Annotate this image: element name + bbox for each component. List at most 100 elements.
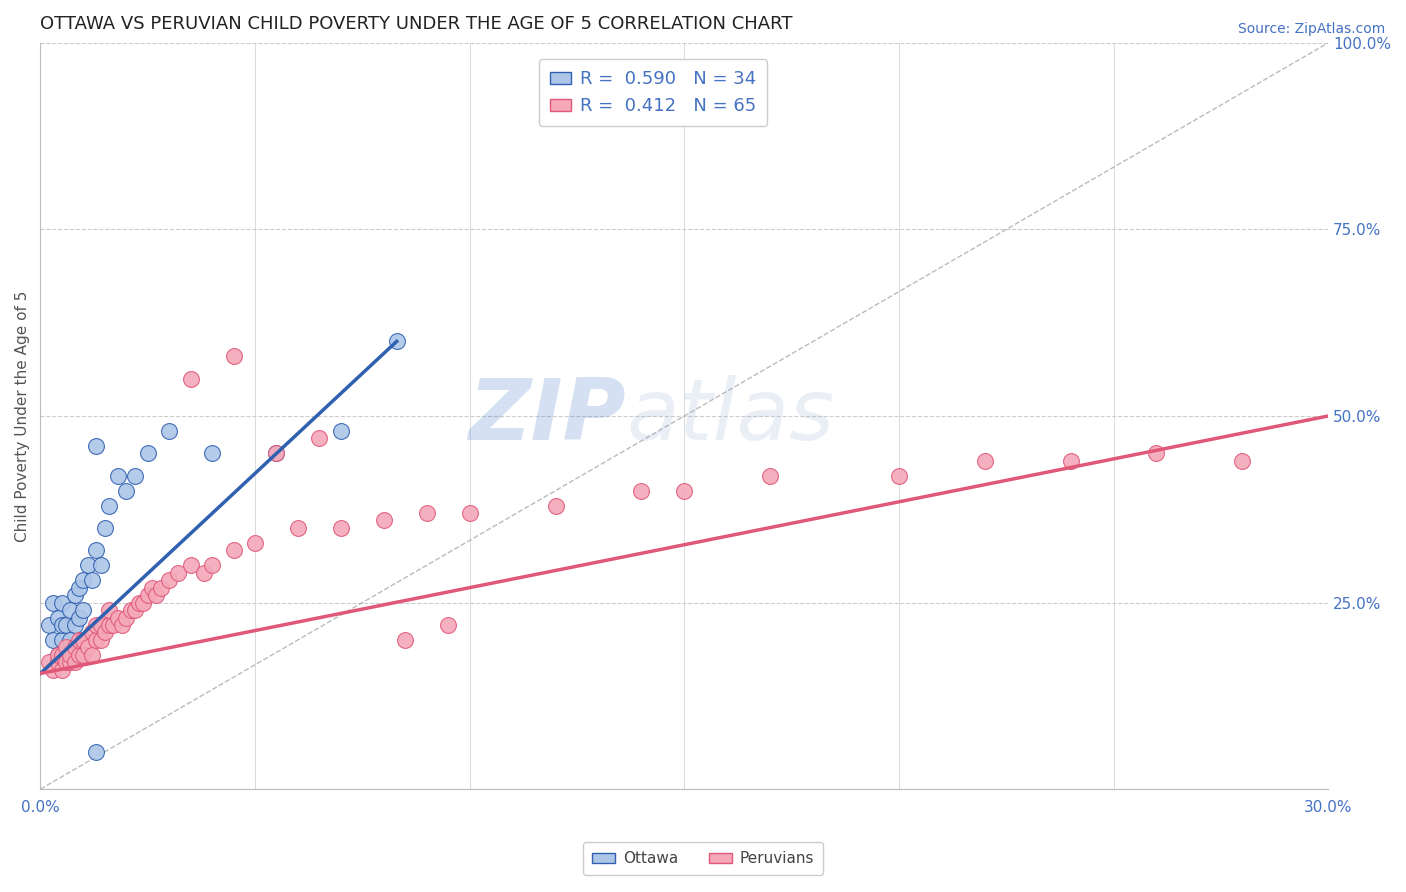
Point (107, 468, 129, 483)
Point (124, 603, 146, 617)
Point (46, 648, 69, 662)
Point (46, 648, 69, 662)
Point (63, 640, 86, 655)
Point (46, 610, 69, 624)
Point (385, 334, 408, 349)
Point (59, 655, 82, 669)
Point (84, 543, 107, 558)
Point (759, 468, 782, 483)
Point (42, 596, 65, 610)
Point (201, 446, 224, 460)
Point (59, 632, 82, 647)
Point (63, 655, 86, 669)
Point (145, 588, 167, 602)
Point (222, 543, 245, 558)
Point (437, 618, 460, 632)
Point (416, 506, 439, 520)
Point (38, 655, 60, 669)
Point (89, 618, 111, 632)
Point (136, 446, 159, 460)
Point (115, 483, 138, 498)
Point (1146, 446, 1168, 460)
Point (80, 625, 103, 640)
Point (157, 424, 180, 438)
Point (89, 558, 111, 573)
Point (673, 483, 696, 498)
Point (51, 618, 73, 632)
Point (51, 632, 73, 647)
Point (149, 581, 172, 595)
Point (329, 424, 352, 438)
Point (141, 581, 163, 595)
Point (84, 632, 107, 647)
Point (63, 588, 86, 602)
Point (180, 372, 202, 386)
Point (76, 640, 98, 655)
Point (72, 603, 94, 617)
Point (55, 618, 77, 632)
Point (42, 632, 65, 647)
Point (157, 573, 180, 587)
Point (98, 603, 121, 617)
Point (136, 588, 159, 602)
Point (89, 632, 111, 647)
Point (80, 648, 103, 662)
Point (55, 640, 77, 655)
Point (94, 625, 117, 640)
Text: atlas: atlas (626, 375, 834, 458)
Point (72, 632, 94, 647)
Point (115, 610, 138, 624)
Point (76, 558, 98, 573)
Point (67, 610, 90, 624)
Point (59, 603, 82, 617)
Point (120, 603, 142, 617)
Point (84, 745, 107, 759)
Point (51, 648, 73, 662)
Point (329, 521, 352, 535)
Point (180, 558, 202, 573)
Point (132, 596, 155, 610)
Point (67, 632, 90, 647)
Text: OTTAWA VS PERUVIAN CHILD POVERTY UNDER THE AGE OF 5 CORRELATION CHART: OTTAWA VS PERUVIAN CHILD POVERTY UNDER T… (41, 15, 793, 33)
Point (42, 663, 65, 677)
Legend: R =  0.590   N = 34, R =  0.412   N = 65: R = 0.590 N = 34, R = 0.412 N = 65 (538, 60, 768, 126)
Point (67, 581, 90, 595)
Point (193, 566, 215, 580)
Point (266, 446, 288, 460)
Point (630, 483, 652, 498)
Point (222, 349, 245, 363)
Legend: Ottawa, Peruvians: Ottawa, Peruvians (583, 842, 823, 875)
Point (373, 514, 395, 528)
Point (107, 610, 129, 624)
Point (308, 431, 330, 445)
Point (98, 499, 121, 513)
Point (80, 573, 103, 587)
Point (38, 618, 60, 632)
Point (973, 454, 995, 468)
Point (51, 663, 73, 677)
Point (72, 573, 94, 587)
Point (98, 618, 121, 632)
Point (1232, 454, 1254, 468)
Point (51, 596, 73, 610)
Point (84, 439, 107, 453)
Point (55, 655, 77, 669)
Point (67, 648, 90, 662)
Point (94, 521, 117, 535)
Point (394, 632, 416, 647)
Point (243, 536, 266, 550)
Point (103, 618, 125, 632)
Point (55, 648, 77, 662)
Point (544, 499, 567, 513)
Point (887, 468, 910, 483)
Point (287, 521, 309, 535)
Y-axis label: Child Poverty Under the Age of 5: Child Poverty Under the Age of 5 (15, 290, 30, 541)
Text: Source: ZipAtlas.com: Source: ZipAtlas.com (1237, 22, 1385, 37)
Point (458, 506, 481, 520)
Point (128, 596, 150, 610)
Point (84, 618, 107, 632)
Point (72, 648, 94, 662)
Point (46, 655, 69, 669)
Point (166, 566, 188, 580)
Text: ZIP: ZIP (468, 375, 626, 458)
